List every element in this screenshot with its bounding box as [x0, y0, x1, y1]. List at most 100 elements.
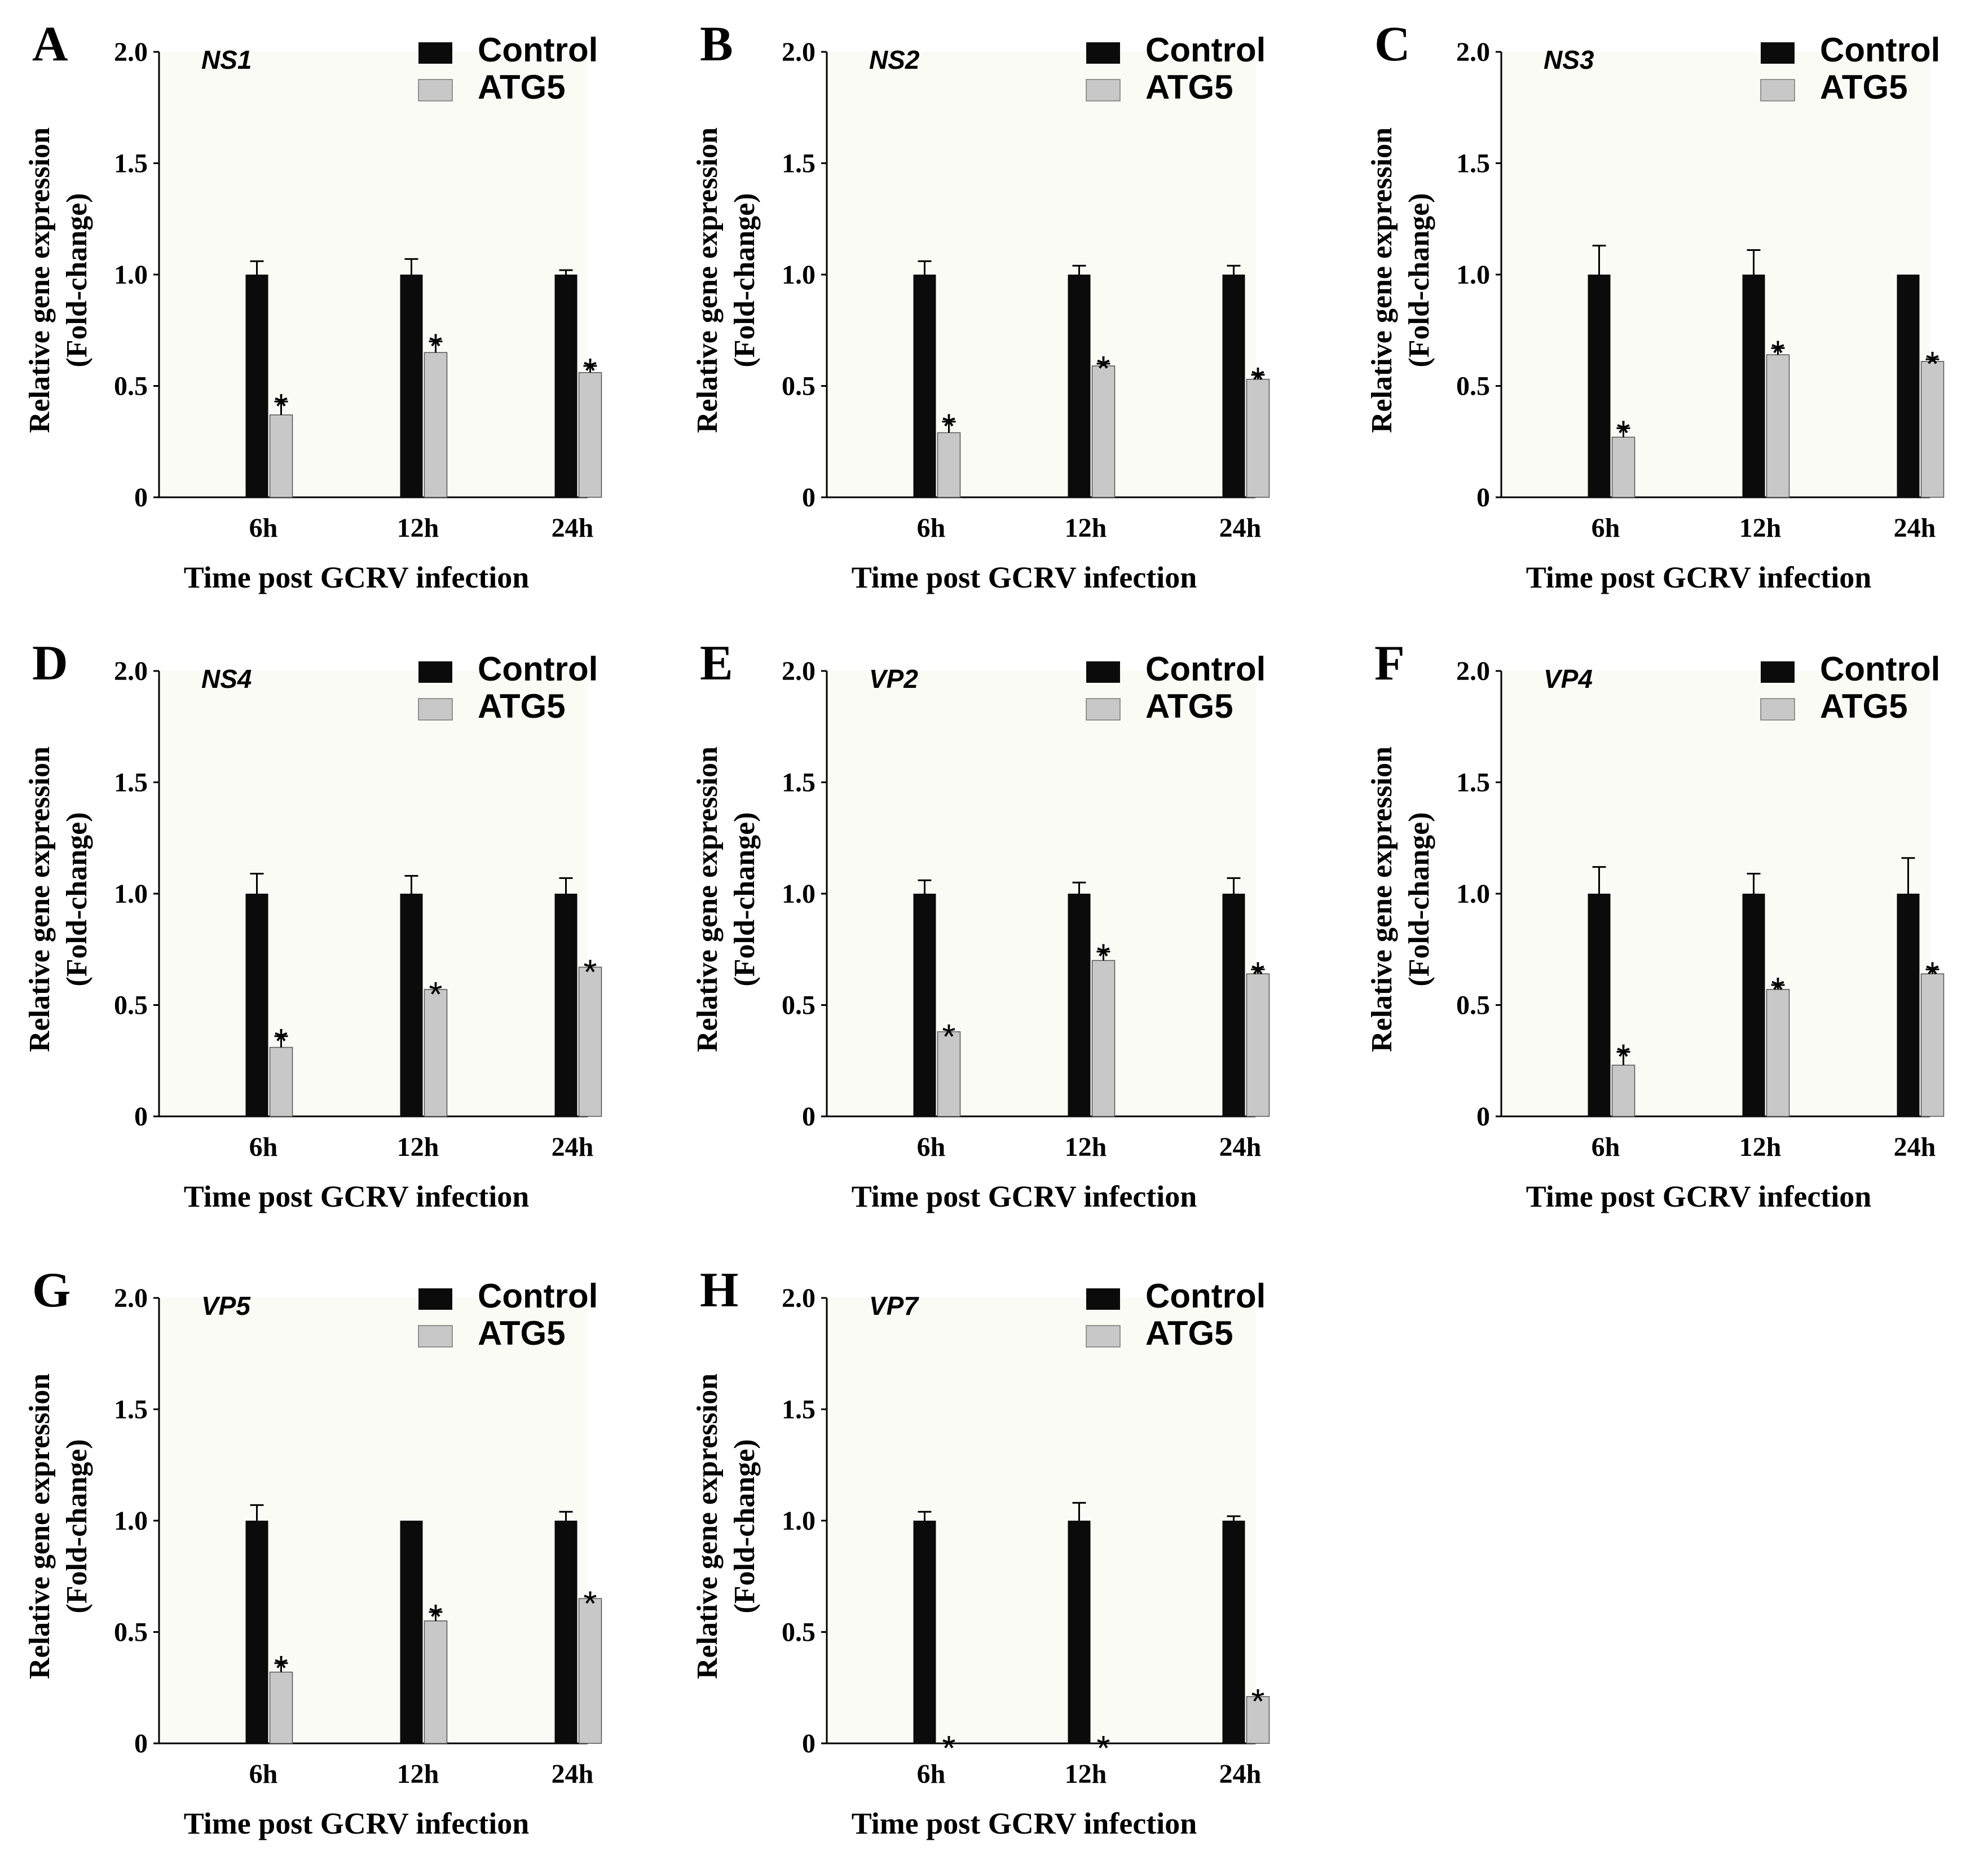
- bar-atg5-12h: [424, 989, 448, 1117]
- panel-c: C NS3 0 0.5 1.0 1.5 2.0 Relative gene expressio…: [1366, 17, 1945, 594]
- legend-label-control: Control: [478, 31, 598, 69]
- y-axis-label-line: Relative gene expression: [24, 747, 56, 1052]
- panel-f: F VP4 0 0.5 1.0 1.5 2.0 Relative gene expressio…: [1366, 636, 1945, 1213]
- y-axis-label-line: (Fold-change): [729, 1439, 761, 1613]
- gene-title: VP5: [201, 1291, 251, 1320]
- y-tick-label: 1.5: [782, 1395, 816, 1425]
- significance-star: *: [1096, 1729, 1110, 1768]
- legend-label-control: Control: [1145, 31, 1266, 69]
- y-axis-label-line: (Fold-change): [61, 812, 93, 986]
- y-axis-label-line: (Fold-change): [1403, 812, 1435, 986]
- x-tick-label: 24h: [1219, 1132, 1262, 1162]
- bar-atg5-24h: [578, 1598, 602, 1744]
- bar-control-6h: [245, 1521, 268, 1743]
- x-tick-label: 24h: [552, 513, 594, 543]
- panel-h: H VP7 0 0.5 1.0 1.5 2.0 Relative gene expressio…: [691, 1263, 1270, 1840]
- bar-atg5-24h: [1246, 1696, 1270, 1744]
- panel-letter: A: [32, 17, 68, 72]
- y-axis-label-line: (Fold-change): [729, 193, 761, 367]
- significance-star: *: [1096, 350, 1110, 388]
- bar-atg5-24h: [1246, 973, 1270, 1117]
- bar-control-6h: [913, 275, 936, 497]
- panel-g: G VP5 0 0.5 1.0 1.5 2.0 Relative gene expressio…: [24, 1263, 602, 1840]
- y-tick-label: 2.0: [782, 37, 816, 67]
- bar-atg5-12h: [1766, 354, 1790, 498]
- y-axis-label-line: Relative gene expression: [691, 747, 724, 1052]
- gene-title: VP7: [869, 1291, 919, 1320]
- bar-atg5-12h: [1091, 365, 1116, 498]
- y-tick-label: 2.0: [782, 656, 816, 686]
- x-axis-label: Time post GCRV infection: [1526, 560, 1872, 594]
- bar-control-6h: [245, 275, 268, 497]
- significance-star: *: [1251, 361, 1264, 400]
- x-tick-label: 12h: [1065, 1132, 1107, 1162]
- gene-title: NS4: [201, 664, 252, 694]
- x-tick-label: 12h: [1065, 1759, 1107, 1789]
- legend-swatch-atg5: [418, 79, 453, 101]
- bar-control-12h: [1068, 894, 1091, 1116]
- bar-control-12h: [1068, 1521, 1091, 1743]
- significance-star: *: [1096, 938, 1110, 977]
- y-tick-label: 1.5: [1456, 149, 1490, 179]
- y-tick-label: 2.0: [782, 1283, 816, 1313]
- bar-atg5-24h: [1920, 973, 1945, 1117]
- bar-control-12h: [400, 894, 423, 1116]
- significance-star: *: [1925, 955, 1939, 994]
- legend-swatch-atg5: [1086, 698, 1121, 721]
- legend-swatch-control: [418, 661, 452, 683]
- significance-star: *: [583, 1584, 597, 1623]
- legend-label-atg5: ATG5: [478, 68, 566, 106]
- x-tick-label: 24h: [1219, 513, 1262, 543]
- legend-label-atg5: ATG5: [1145, 687, 1233, 725]
- legend-swatch-atg5: [1086, 79, 1121, 101]
- legend-swatch-atg5: [1086, 1325, 1121, 1348]
- bar-atg5-12h: [424, 352, 448, 498]
- x-tick-label: 6h: [249, 1759, 278, 1789]
- y-tick-label: 1.5: [782, 768, 816, 798]
- bar-atg5-6h: [269, 414, 293, 498]
- bar-atg5-24h: [1920, 361, 1945, 498]
- significance-star: *: [942, 408, 955, 447]
- significance-star: *: [1616, 1037, 1630, 1076]
- y-axis-label: Relative gene expression (Fold-change): [1366, 127, 1435, 433]
- y-tick-label: 1.0: [782, 260, 816, 290]
- y-tick-label: 0.5: [782, 1618, 816, 1648]
- y-tick-label: 1.0: [114, 260, 148, 290]
- y-tick-label: 0.5: [114, 372, 148, 401]
- bar-control-6h: [1588, 894, 1611, 1116]
- plot-background: [159, 1298, 588, 1743]
- legend-swatch-control: [1761, 42, 1795, 64]
- y-tick-label: 0.5: [1456, 372, 1490, 401]
- legend-swatch-atg5: [1760, 698, 1795, 721]
- bar-atg5-24h: [578, 966, 602, 1117]
- y-axis-label: Relative gene expression (Fold-change): [1366, 747, 1435, 1052]
- bar-atg5-6h: [937, 432, 961, 498]
- x-tick-label: 6h: [917, 513, 946, 543]
- bar-atg5-6h: [937, 1031, 961, 1117]
- bar-control-6h: [1588, 275, 1611, 497]
- plot-background: [827, 1298, 1255, 1743]
- panel-e: E VP2 0 0.5 1.0 1.5 2.0 Relative gene expressio…: [691, 636, 1270, 1213]
- y-tick-label: 0: [134, 1102, 148, 1132]
- x-tick-label: 12h: [1065, 513, 1107, 543]
- y-axis-label-line: Relative gene expression: [691, 127, 724, 433]
- panel-letter: B: [700, 17, 733, 72]
- gene-title: NS2: [869, 45, 920, 74]
- bar-control-24h: [1222, 894, 1245, 1116]
- significance-star: *: [1771, 971, 1784, 1010]
- y-tick-label: 2.0: [1456, 37, 1490, 67]
- y-tick-label: 0: [802, 483, 816, 513]
- bar-control-6h: [245, 894, 268, 1116]
- significance-star: *: [429, 1598, 442, 1637]
- y-tick-label: 1.0: [1456, 260, 1490, 290]
- x-axis-label: Time post GCRV infection: [184, 560, 530, 594]
- y-axis-label-line: (Fold-change): [729, 812, 761, 986]
- legend-swatch-control: [418, 42, 452, 64]
- significance-star: *: [429, 975, 442, 1014]
- significance-star: *: [1251, 1682, 1264, 1721]
- x-tick-label: 6h: [917, 1132, 946, 1162]
- panel-letter: H: [700, 1263, 738, 1318]
- y-axis-label: Relative gene expression (Fold-change): [691, 127, 761, 433]
- legend-swatch-control: [1086, 42, 1120, 64]
